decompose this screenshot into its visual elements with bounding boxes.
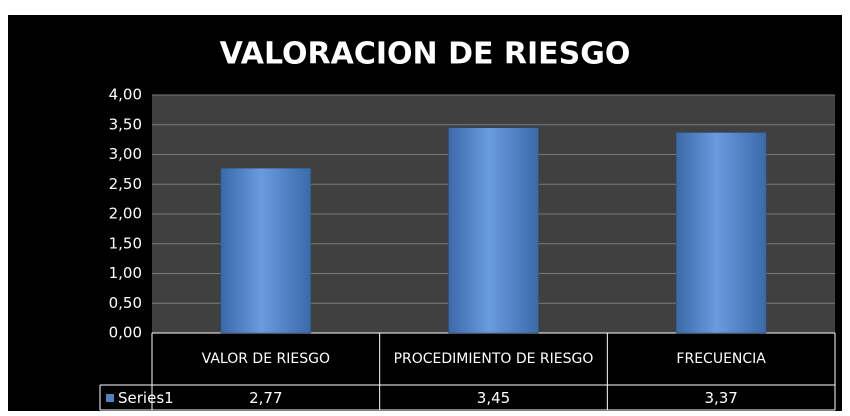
bar	[448, 127, 539, 334]
chart-title: VALORACION DE RIESGO	[220, 37, 631, 72]
value-label: 3,37	[704, 389, 737, 407]
legend-label: Series1	[118, 389, 174, 407]
bar	[220, 167, 312, 334]
y-tick-label: 3,50	[109, 115, 142, 133]
x-tick-label: PROCEDIMIENTO DE RIESGO	[393, 350, 594, 367]
y-tick-label: 1,00	[109, 264, 142, 282]
y-tick-label: 3,00	[109, 145, 142, 163]
legend-key	[106, 394, 114, 402]
category-cell: VALOR DE RIESGO	[201, 350, 330, 367]
y-tick-label: 1,50	[109, 234, 142, 252]
x-tick-label: FRECUENCIA	[676, 350, 766, 367]
category-cell: FRECUENCIA	[676, 350, 766, 367]
y-tick-label: 4,00	[109, 86, 142, 104]
bar	[675, 132, 767, 334]
y-tick-label: 0,00	[109, 324, 142, 342]
category-cell: PROCEDIMIENTO DE RIESGO	[393, 350, 594, 367]
y-tick-label: 2,50	[109, 175, 142, 193]
y-tick-label: 0,50	[109, 294, 142, 312]
value-label: 2,77	[249, 389, 282, 407]
y-tick-label: 2,00	[109, 205, 142, 223]
value-label: 3,45	[477, 389, 510, 407]
x-tick-label: VALOR DE RIESGO	[201, 350, 330, 367]
